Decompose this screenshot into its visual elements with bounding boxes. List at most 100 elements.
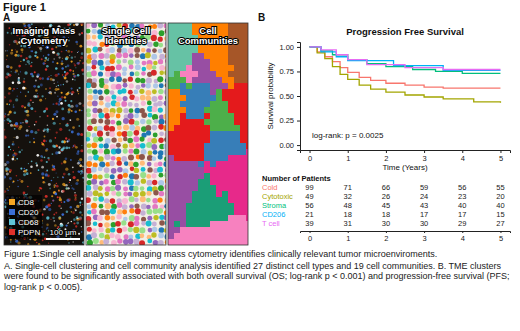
cell: [154, 162, 159, 167]
image-pixel: [61, 96, 64, 99]
image-pixel: [78, 102, 81, 105]
image-pixel: [45, 149, 48, 152]
cell: [116, 64, 122, 70]
image-pixel: [17, 78, 19, 80]
cell: [122, 179, 128, 185]
community-cell: [240, 89, 246, 95]
community-cell: [168, 143, 174, 149]
image-pixel: [65, 146, 68, 149]
tick-mark: [297, 47, 300, 48]
community-cell: [234, 209, 240, 215]
image-pixel: [47, 47, 48, 48]
cell: [104, 154, 110, 160]
image-pixel: [19, 179, 21, 181]
cell: [104, 119, 110, 125]
image-pixel: [71, 187, 73, 189]
community-cell: [216, 131, 222, 137]
cell: [135, 53, 140, 58]
image-pixel: [59, 98, 62, 101]
image-pixel: [46, 46, 49, 49]
legend-label: CD20: [18, 208, 39, 217]
community-cell: [198, 161, 204, 167]
image-pixel: [65, 123, 68, 126]
tick-mark: [462, 231, 463, 233]
image-pixel: [70, 159, 72, 161]
community-cell: [216, 77, 222, 83]
cell: [129, 108, 134, 113]
community-cell: [204, 77, 210, 83]
community-cell: [222, 89, 228, 95]
community-cell: [222, 77, 228, 83]
image-pixel: [17, 54, 20, 57]
community-cell: [234, 131, 240, 137]
community-cell: [240, 95, 246, 101]
community-cell: [180, 215, 186, 221]
image-pixel: [52, 199, 54, 201]
image-pixel: [45, 182, 46, 183]
cell: [133, 239, 139, 245]
community-cell: [222, 239, 228, 245]
community-cell: [174, 125, 180, 131]
cell: [152, 180, 157, 185]
community-cell: [192, 71, 198, 77]
community-cell: [204, 155, 210, 161]
community-cell: [240, 59, 246, 65]
community-cell: [228, 233, 234, 239]
image-pixel: [26, 114, 29, 117]
image-pixel: [65, 73, 68, 76]
image-pixel: [79, 211, 81, 213]
community-cell: [198, 197, 204, 203]
community-cell: [186, 107, 192, 113]
image-pixel: [71, 93, 73, 95]
community-cell: [216, 215, 222, 221]
tick-label: 1.00: [279, 43, 294, 52]
community-cell: [222, 125, 228, 131]
community-cell: [198, 137, 204, 143]
cell: [151, 173, 156, 178]
community-cell: [186, 209, 192, 215]
image-pixel: [17, 81, 20, 84]
image-pixel: [75, 23, 78, 26]
cell: [115, 221, 121, 227]
image-pixel: [49, 188, 51, 190]
cell: [122, 59, 127, 64]
cell: [134, 103, 139, 108]
cell: [93, 238, 99, 244]
cell: [116, 114, 121, 119]
cell: [152, 156, 157, 161]
image-pixel: [19, 151, 22, 154]
image-pixel: [44, 156, 46, 158]
community-cell: [216, 191, 222, 197]
community-cell: [204, 65, 210, 71]
cell: [140, 186, 145, 191]
image-pixel: [62, 176, 63, 177]
image-pixel: [14, 152, 16, 154]
image-pixel: [54, 224, 57, 227]
community-cell: [216, 137, 222, 143]
image-pixel: [57, 53, 60, 56]
image-pixel: [61, 51, 63, 53]
cell: [157, 76, 163, 82]
image-pixel: [56, 116, 58, 118]
image-pixel: [7, 114, 8, 115]
image-pixel: [64, 71, 66, 73]
cell: [158, 155, 163, 160]
tick: 0.00: [279, 141, 300, 150]
image-pixel: [53, 214, 55, 216]
community-cell: [180, 197, 186, 203]
legend-label: CD8: [18, 198, 35, 207]
community-cell: [204, 125, 210, 131]
image-pixel: [68, 222, 69, 223]
image-pixel: [47, 78, 50, 81]
image-pixel: [24, 106, 26, 108]
community-cell: [228, 119, 234, 125]
community-cell: [234, 185, 240, 191]
community-cell: [174, 197, 180, 203]
cell: [151, 54, 157, 60]
community-cell: [228, 107, 234, 113]
image-pixel: [30, 73, 33, 76]
community-cell: [222, 233, 228, 239]
community-cell: [168, 95, 174, 101]
image-pixel: [65, 224, 67, 226]
image-pixel: [63, 160, 66, 163]
